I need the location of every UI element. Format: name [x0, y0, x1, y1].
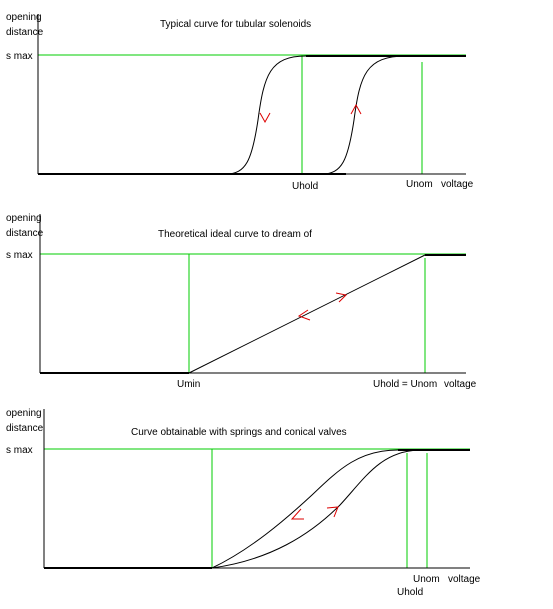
panel2-up-arrow — [335, 292, 348, 303]
panel2-ylabel-distance: distance — [6, 228, 44, 239]
panel-tubular-solenoids: opening distance Typical curve for tubul… — [6, 12, 474, 192]
panel3-pullin-curve — [211, 449, 419, 569]
panel1-unom-label: Unom — [406, 179, 433, 190]
panel2-voltage-label: voltage — [444, 379, 477, 390]
panel3-up-arrow — [326, 506, 339, 518]
panel1-ylabel-opening: opening — [6, 12, 42, 23]
panel2-title: Theoretical ideal curve to dream of — [158, 229, 312, 240]
panel3-uhold-label: Uhold — [397, 587, 423, 598]
panel3-ylabel-distance: distance — [6, 423, 44, 434]
panel-springs-conical-valves: opening distance Curve obtainable with s… — [6, 408, 481, 598]
panel1-up-arrow — [350, 103, 362, 115]
panel3-smax-label: s max — [6, 445, 33, 456]
panel1-release-curve — [225, 55, 307, 175]
panel1-pullin-curve — [321, 55, 407, 175]
panel3-release-curve — [211, 449, 399, 569]
panel3-unom-label: Unom — [413, 574, 440, 585]
panel2-down-arrow — [297, 309, 311, 321]
panel1-smax-label: s max — [6, 51, 33, 62]
panel1-down-arrow — [259, 112, 271, 124]
panel1-ylabel-distance: distance — [6, 27, 44, 38]
panel2-ylabel-opening: opening — [6, 213, 42, 224]
panel2-uhold-unom-label: Uhold = Unom — [373, 379, 437, 390]
panel1-title: Typical curve for tubular solenoids — [160, 19, 311, 30]
panel3-ylabel-opening: opening — [6, 408, 42, 419]
panel2-smax-label: s max — [6, 250, 33, 261]
panel3-title: Curve obtainable with springs and conica… — [131, 427, 347, 438]
panel2-ideal-line — [188, 254, 426, 374]
panel-ideal-curve: opening distance Theoretical ideal curve… — [6, 213, 477, 390]
panel3-voltage-label: voltage — [448, 574, 481, 585]
panel3-down-arrow — [290, 508, 304, 520]
panel1-voltage-label: voltage — [441, 179, 474, 190]
panel1-uhold-label: Uhold — [292, 181, 318, 192]
panel2-umin-label: Umin — [177, 379, 200, 390]
